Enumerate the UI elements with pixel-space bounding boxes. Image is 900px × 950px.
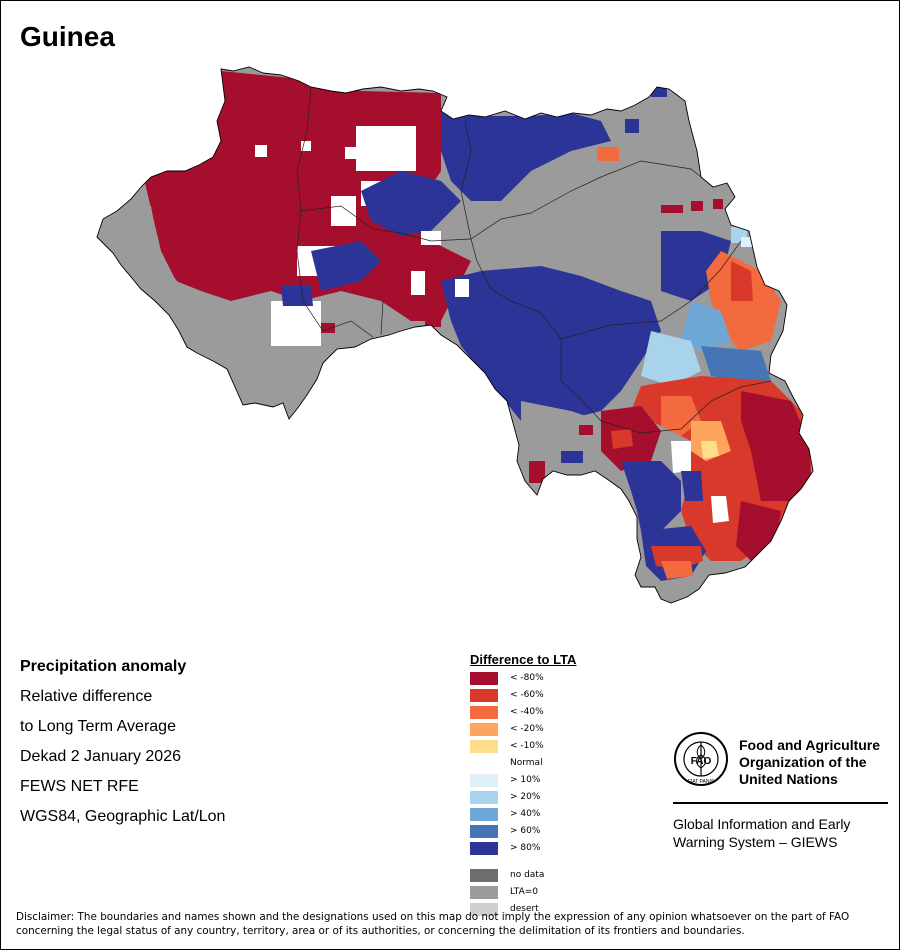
legend-label: > 60%	[510, 826, 541, 836]
giews-line2: Warning System – GIEWS	[673, 834, 838, 850]
map-info: Precipitation anomaly Relative differenc…	[20, 656, 225, 836]
legend-title: Difference to LTA	[470, 652, 577, 667]
legend-label: > 10%	[510, 775, 541, 785]
legend-label: Normal	[510, 758, 543, 768]
legend-swatch	[470, 808, 498, 821]
legend-label: < -10%	[510, 741, 544, 751]
info-period: Dekad 2 January 2026	[20, 748, 181, 765]
logo-divider	[673, 802, 888, 804]
legend-swatch	[470, 903, 498, 916]
legend-label: < -40%	[510, 707, 544, 717]
legend-label: desert	[510, 904, 539, 914]
legend-swatch	[470, 723, 498, 736]
giews-name: Global Information and Early Warning Sys…	[673, 815, 850, 851]
legend-swatch	[470, 774, 498, 787]
legend-swatch	[470, 869, 498, 882]
map-title: Guinea	[20, 21, 115, 52]
legend-swatch	[470, 842, 498, 855]
seal-motto: FIAT PANIS	[688, 779, 715, 785]
legend-swatch	[470, 740, 498, 753]
legend-label: > 40%	[510, 809, 541, 819]
legend-swatch	[470, 791, 498, 804]
legend-label: < -80%	[510, 673, 544, 683]
org-line3: United Nations	[739, 771, 838, 787]
legend-swatch	[470, 886, 498, 899]
map-legend: Difference to LTA < -80% < -60% < -40% < -2…	[470, 652, 610, 932]
info-projection: WGS84, Geographic Lat/Lon	[20, 808, 226, 825]
info-line2: to Long Term Average	[20, 718, 176, 735]
info-source: FEWS NET RFE	[20, 778, 139, 795]
legend-label: < -20%	[510, 724, 544, 734]
legend-swatch	[470, 672, 498, 685]
legend-label: > 20%	[510, 792, 541, 802]
giews-line1: Global Information and Early	[673, 816, 851, 832]
legend-swatch	[470, 825, 498, 838]
org-line2: Organization of the	[739, 754, 867, 770]
legend-rows: < -80% < -60% < -40% < -20% < -10% Normal > 10…	[470, 672, 610, 932]
fao-seal-icon: FAO FIAT PANIS	[674, 732, 728, 786]
org-line1: Food and Agriculture	[739, 737, 881, 753]
legend-label: > 80%	[510, 843, 541, 853]
legend-swatch	[470, 706, 498, 719]
legend-label: LTA=0	[510, 887, 538, 897]
legend-swatch	[470, 689, 498, 702]
info-line1: Relative difference	[20, 688, 153, 705]
info-heading: Precipitation anomaly	[20, 658, 187, 675]
legend-label: < -60%	[510, 690, 544, 700]
disclaimer-text: Disclaimer: The boundaries and names sho…	[16, 911, 850, 937]
seal-text: FAO	[691, 756, 712, 767]
legend-label: no data	[510, 870, 545, 880]
region-boundaries	[296, 86, 772, 434]
fao-org-name: Food and Agriculture Organization of the…	[739, 737, 899, 788]
